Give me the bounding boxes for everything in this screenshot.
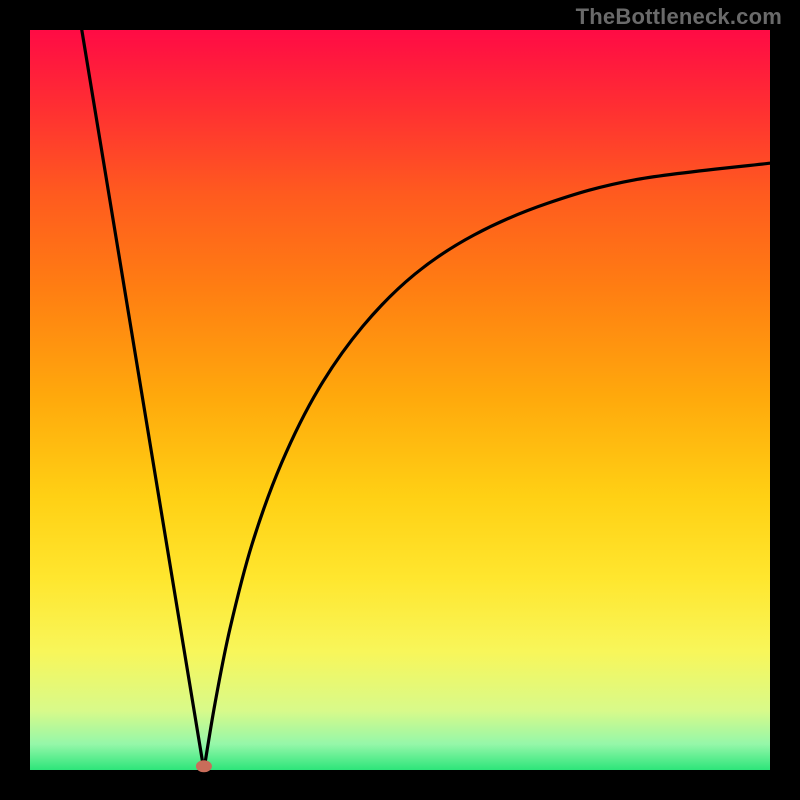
plot-background bbox=[30, 30, 770, 770]
minimum-marker bbox=[196, 760, 212, 772]
chart-frame: TheBottleneck.com bbox=[0, 0, 800, 800]
bottleneck-chart bbox=[0, 0, 800, 800]
